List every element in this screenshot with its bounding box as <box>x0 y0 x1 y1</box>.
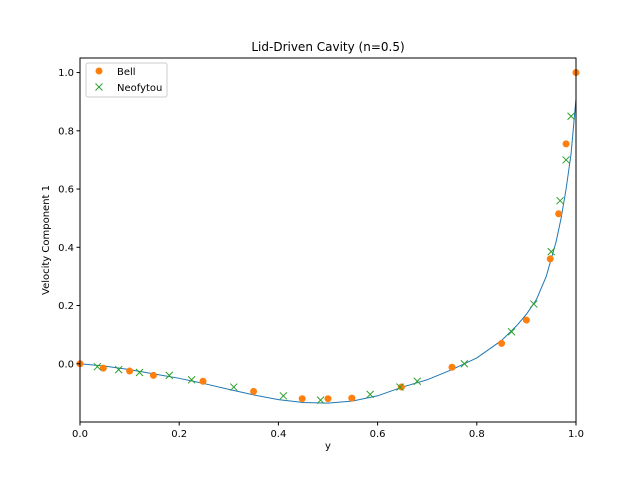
legend-marker-bell <box>95 67 103 75</box>
plot-area <box>80 58 576 422</box>
data-point-neofytou <box>229 383 238 391</box>
y-tick-label: 0.8 <box>58 126 74 137</box>
y-axis-label: Velocity Component 1 <box>41 185 52 295</box>
x-tick-label: 0.8 <box>469 429 485 440</box>
data-point-neofytou <box>529 300 538 308</box>
data-point-neofytou <box>567 112 575 121</box>
data-point-neofytou <box>165 371 174 380</box>
tick-layer: 0.0 0.2 0.4 0.6 0.8 1.0 0.0 0.2 0.4 0.6 0.8 1.0 <box>58 68 584 440</box>
data-point-neofytou <box>366 390 375 399</box>
data-point-bell <box>99 364 107 372</box>
data-point-neofytou <box>556 196 564 205</box>
data-point-bell <box>348 394 356 402</box>
legend: Bell Neofytou <box>85 62 168 98</box>
data-point-bell <box>546 255 554 263</box>
data-point-neofytou <box>93 362 102 371</box>
data-point-bell <box>522 316 530 324</box>
y-tick-label: 0.0 <box>58 359 74 370</box>
data-point-neofytou <box>460 359 469 368</box>
data-point-bell <box>448 363 456 371</box>
data-point-bell <box>199 377 207 385</box>
legend-label-neofytou: Neofytou <box>117 83 162 94</box>
y-tick-label: 0.6 <box>58 185 74 196</box>
data-point-bell <box>324 395 332 403</box>
plot-frame <box>79 57 577 423</box>
legend-marker-neofytou <box>95 83 103 91</box>
data-point-neofytou <box>135 368 144 377</box>
data-point-neofytou <box>114 365 123 374</box>
data-point-bell <box>250 387 258 395</box>
x-tick-label: 0.4 <box>270 429 286 440</box>
data-point-bell <box>562 140 570 148</box>
x-tick-label: 1.0 <box>568 429 584 440</box>
data-point-neofytou <box>187 375 196 384</box>
y-tick-label: 0.4 <box>58 243 74 254</box>
data-point-bell <box>126 367 134 375</box>
y-tick-label: 1.0 <box>58 68 74 79</box>
data-point-bell <box>149 371 157 379</box>
x-tick-label: 0.6 <box>370 429 386 440</box>
data-point-bell <box>397 383 405 391</box>
data-layer <box>76 69 580 405</box>
data-point-bell <box>498 339 506 347</box>
y-tick-label: 0.2 <box>58 301 74 312</box>
x-tick-label: 0.2 <box>171 429 187 440</box>
data-point-neofytou <box>316 396 325 405</box>
data-point-neofytou <box>279 391 288 400</box>
data-point-neofytou <box>547 247 556 256</box>
data-point-neofytou <box>507 327 516 336</box>
data-point-neofytou <box>413 377 422 386</box>
legend-box <box>85 62 168 98</box>
legend-label-bell: Bell <box>117 67 136 78</box>
chart-title: Lid-Driven Cavity (n=0.5) <box>251 40 404 54</box>
data-point-neofytou <box>396 383 404 391</box>
x-axis-label: y <box>325 441 331 452</box>
data-point-bell <box>298 395 306 403</box>
data-point-neofytou <box>562 156 570 164</box>
x-tick-label: 0.0 <box>72 429 88 440</box>
data-point-bell <box>555 210 563 218</box>
